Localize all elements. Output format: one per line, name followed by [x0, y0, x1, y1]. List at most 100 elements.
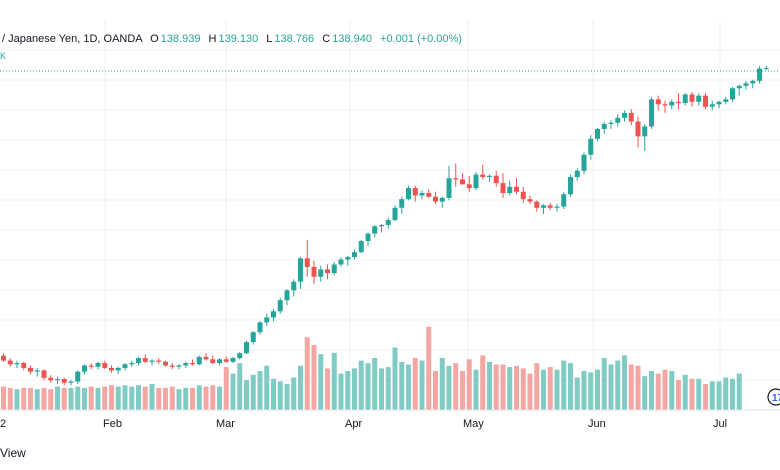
candle-body — [392, 207, 398, 221]
candle — [412, 185, 418, 202]
volume-bar — [703, 384, 708, 410]
candle-body — [736, 85, 742, 89]
volume-bar — [520, 368, 526, 410]
candle-body — [385, 220, 391, 226]
candle — [730, 87, 735, 102]
candle — [82, 364, 87, 375]
volume-bar — [1, 386, 6, 410]
candle-body — [210, 359, 216, 364]
candle-body — [541, 205, 546, 208]
volume-bar — [716, 381, 722, 410]
volume-bar — [176, 389, 182, 410]
volume-bar — [568, 363, 573, 410]
candle-body — [743, 83, 749, 86]
volume-bar — [318, 354, 324, 410]
candle — [716, 100, 722, 108]
candle — [277, 297, 283, 314]
candle-body — [642, 126, 648, 137]
candle-body — [345, 257, 351, 260]
candle-body — [635, 121, 641, 137]
x-tick-label: Apr — [345, 418, 362, 430]
candle — [534, 200, 540, 212]
volume-bar — [61, 387, 67, 410]
candle-body — [217, 359, 222, 364]
candle — [291, 279, 297, 297]
candle-body — [534, 201, 540, 208]
candle-body — [75, 371, 81, 382]
candle-body — [723, 99, 729, 102]
volume-bar — [338, 373, 344, 410]
candle-body — [514, 186, 519, 192]
candle — [365, 232, 371, 246]
candle-body — [223, 359, 229, 362]
candle — [34, 367, 40, 377]
candle-body — [439, 197, 445, 202]
candle-body — [608, 122, 614, 124]
candle — [588, 135, 594, 160]
candle — [345, 255, 351, 266]
close-label: C — [322, 33, 331, 45]
volume-bar — [622, 355, 627, 410]
candle-body — [257, 322, 263, 333]
candle — [352, 249, 357, 260]
volume-bar — [608, 364, 614, 410]
volume-bar — [487, 361, 492, 410]
candle-body — [149, 360, 155, 362]
footer-view-link[interactable]: View — [0, 446, 26, 460]
candle — [230, 356, 236, 364]
candle-body — [28, 367, 33, 372]
volume-bar — [392, 347, 398, 410]
candle — [446, 165, 452, 201]
candle-body — [709, 104, 715, 107]
volume-bar — [136, 385, 141, 410]
volume-bar — [358, 360, 364, 410]
candle-body — [655, 99, 661, 105]
candle — [21, 361, 27, 371]
x-tick-label: Jun — [588, 418, 606, 430]
volume-bar — [561, 360, 567, 410]
volume-bar — [649, 371, 654, 410]
volume-bar — [676, 380, 681, 410]
volume-bar — [244, 380, 249, 410]
candle — [372, 225, 378, 238]
candle — [183, 361, 189, 368]
volume-bar — [601, 358, 607, 410]
open-label: O — [150, 33, 159, 45]
open-value: 138.939 — [160, 33, 201, 45]
candle — [574, 168, 580, 181]
candle-body — [183, 363, 189, 366]
candle — [136, 356, 141, 366]
candle-body — [325, 269, 330, 274]
candle-body — [163, 361, 168, 366]
candle-body — [581, 154, 587, 171]
candle — [304, 239, 310, 277]
volume-bar — [28, 387, 33, 410]
candle-body — [480, 174, 486, 177]
candle-body — [264, 317, 270, 323]
candle — [244, 340, 249, 355]
candle-body — [352, 252, 357, 258]
ohlc-legend: / Japanese Yen, 1D, OANDA O 138.939 H 139.… — [2, 33, 462, 45]
candle — [311, 260, 317, 285]
volume-bar — [95, 387, 101, 410]
candle-body — [196, 356, 202, 365]
volume-bar — [142, 386, 148, 410]
candle — [88, 363, 94, 370]
candle — [217, 358, 222, 366]
candle-body — [136, 358, 141, 364]
candle-body — [122, 364, 128, 368]
symbol-title[interactable]: / Japanese Yen, 1D, OANDA — [2, 33, 143, 45]
candle — [419, 190, 425, 200]
candle — [682, 93, 688, 106]
volume-bar — [595, 369, 600, 410]
candle — [190, 359, 195, 366]
candle-body — [507, 186, 513, 193]
candle — [561, 191, 567, 210]
candle-body — [676, 101, 681, 104]
high-value: 139.130 — [218, 33, 259, 45]
volume-bar — [514, 365, 519, 410]
candle — [385, 217, 391, 229]
volume-bar — [534, 363, 540, 410]
candle-body — [156, 360, 162, 362]
